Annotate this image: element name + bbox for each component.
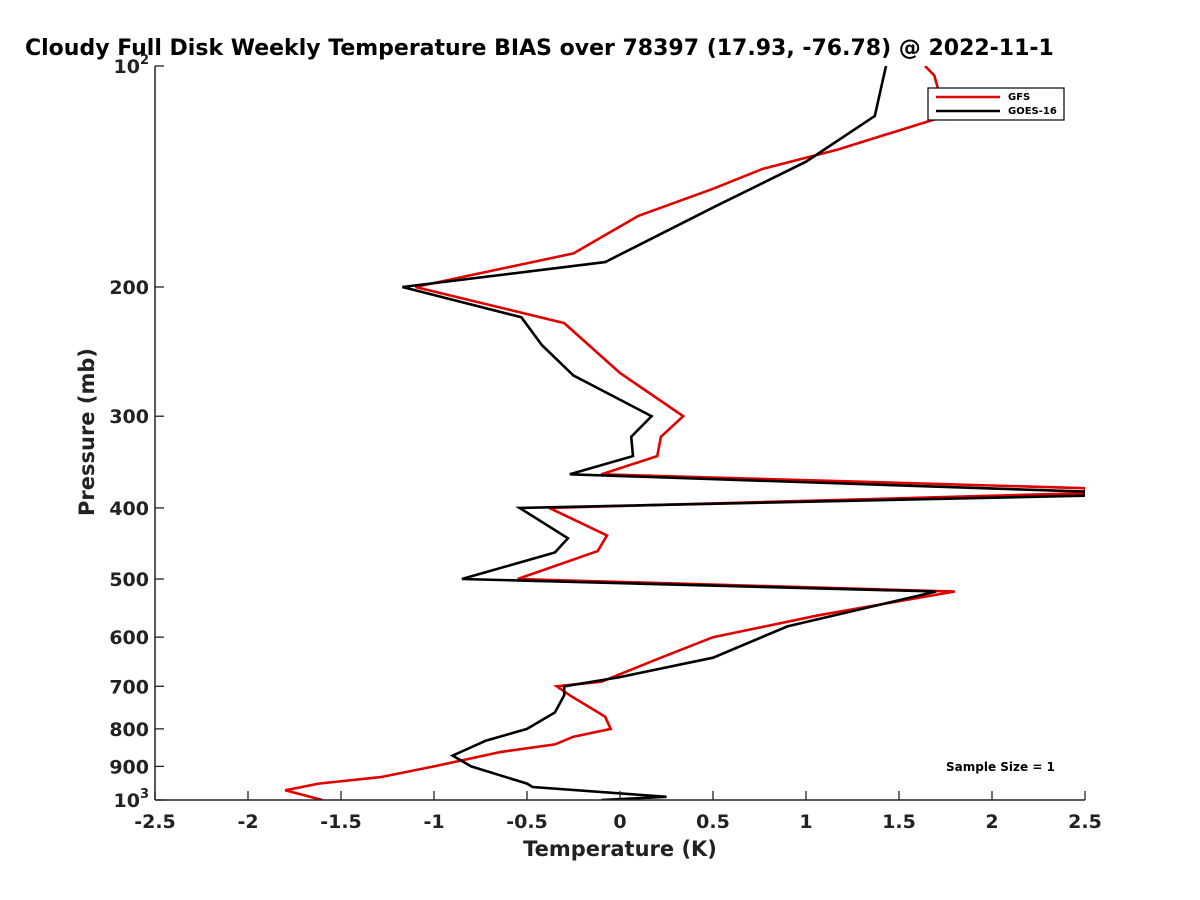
plot-area: -2.5 -2 -1.5 -1 -0.5 0 0.5 1 1.5 2 2.5 102 200 300 400… xyxy=(109,53,1102,833)
legend-box xyxy=(927,87,1065,121)
x-tick-label: 1 xyxy=(799,811,812,833)
x-tick-label: -1 xyxy=(423,811,444,833)
y-tick-label: 500 xyxy=(109,569,149,591)
y-tick-label: 103 xyxy=(114,787,150,812)
sample-size-annotation: Sample Size = 1 xyxy=(946,760,1055,774)
x-tick-label: -2.5 xyxy=(134,811,176,833)
x-axis-label: Temperature (K) xyxy=(523,837,717,861)
y-tick-label: 800 xyxy=(109,719,149,741)
y-tick-label: 600 xyxy=(109,627,149,649)
x-tick-label: 0 xyxy=(613,811,626,833)
y-tick-label: 400 xyxy=(109,498,149,520)
x-tick-label: -2 xyxy=(237,811,258,833)
y-tick-label: 200 xyxy=(109,277,149,299)
x-tick-label: -0.5 xyxy=(506,811,548,833)
y-tick-label: 300 xyxy=(109,406,149,428)
x-tick-label: 1.5 xyxy=(882,811,916,833)
series-lines xyxy=(284,66,1085,800)
chart-title: Cloudy Full Disk Weekly Temperature BIAS… xyxy=(25,36,1054,61)
y-axis-label: Pressure (mb) xyxy=(75,348,99,516)
x-tick-label: 0.5 xyxy=(696,811,730,833)
x-tick-label: 2.5 xyxy=(1068,811,1102,833)
x-tick-label: 2 xyxy=(985,811,998,833)
y-tick-label: 900 xyxy=(109,756,149,778)
series-line-gfs xyxy=(284,66,1085,800)
legend: GFS GOES-16 xyxy=(927,87,1065,121)
series-line-goes16 xyxy=(402,66,1085,800)
x-tick-label: -1.5 xyxy=(320,811,362,833)
legend-label-goes16: GOES-16 xyxy=(1008,106,1057,117)
legend-label-gfs: GFS xyxy=(1008,92,1030,103)
y-tick-label: 102 xyxy=(114,53,150,78)
y-tick-label: 700 xyxy=(109,676,149,698)
